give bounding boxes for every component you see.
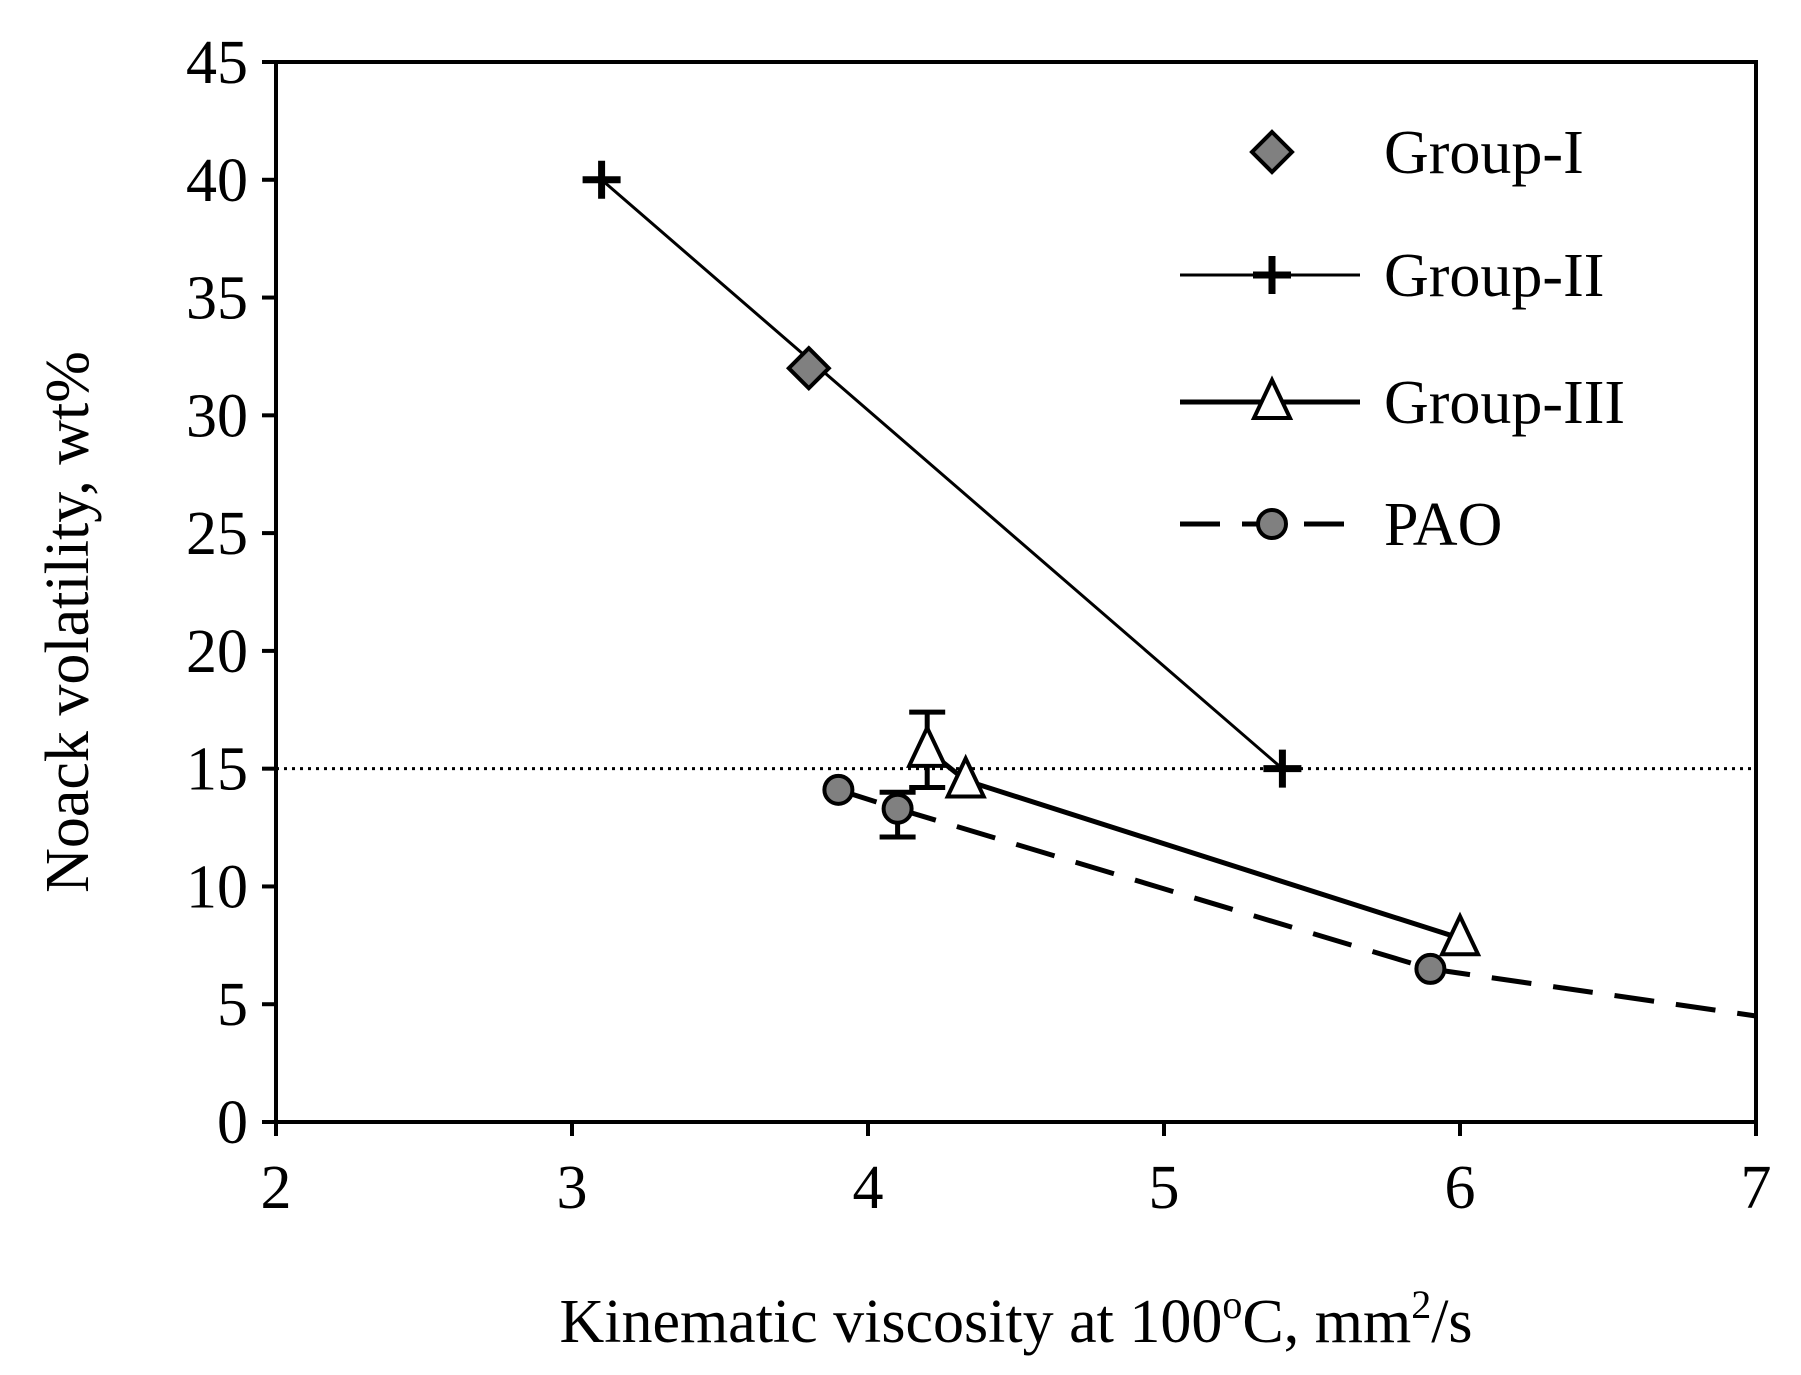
- series-line-group-iii: [925, 747, 1461, 941]
- legend-marker: [1250, 375, 1294, 420]
- legend-entry-group-i: Group-I: [1249, 119, 1584, 187]
- y-tick-label: 25: [186, 500, 248, 568]
- y-tick-label: 20: [186, 618, 248, 686]
- legend-entry-pao: PAO: [1180, 491, 1502, 559]
- point-pao-2: [1414, 952, 1447, 985]
- y-tick-label: 0: [217, 1089, 248, 1157]
- series-extension-pao: [1430, 966, 1757, 1019]
- point-group-ii-1: [1263, 749, 1302, 788]
- point-pao-0: [822, 773, 855, 806]
- x-tick-label: 6: [1445, 1154, 1476, 1222]
- legend-entry-group-ii: Group-II: [1180, 242, 1604, 310]
- y-tick-label: 45: [186, 29, 248, 97]
- legend-marker: [1249, 129, 1295, 175]
- point-group-i-0: [785, 345, 832, 392]
- x-tick-label: 7: [1741, 1154, 1772, 1222]
- x-tick-label: 3: [557, 1154, 588, 1222]
- series-line-pao: [837, 787, 1432, 972]
- y-tick-label: 35: [186, 265, 248, 333]
- point-group-iii-2: [1438, 911, 1482, 957]
- x-tick-label: 4: [853, 1154, 884, 1222]
- y-tick-label: 10: [186, 853, 248, 921]
- y-tick-label: 15: [186, 736, 248, 804]
- point-group-iii-0: [906, 723, 949, 768]
- y-tick-label: 40: [186, 147, 248, 215]
- plot-area: [276, 160, 1757, 1019]
- plot-frame: [274, 60, 1758, 1124]
- legend: Group-I Group-II Group-III PAO: [1180, 119, 1625, 559]
- legend-label: Group-II: [1384, 242, 1604, 310]
- legend-label: Group-III: [1384, 369, 1625, 437]
- point-group-ii-0: [582, 160, 621, 199]
- x-axis-title: Kinematic viscosity at 100oC, mm2/s: [559, 1282, 1472, 1356]
- y-tick-label: 30: [186, 382, 248, 450]
- series-line-group-ii: [600, 178, 1284, 770]
- legend-marker: [1253, 256, 1291, 294]
- legend-entry-group-iii: Group-III: [1180, 369, 1625, 437]
- legend-marker: [1256, 508, 1288, 540]
- legend-label: PAO: [1384, 491, 1502, 559]
- legend-label: Group-I: [1384, 119, 1584, 187]
- point-pao-1: [881, 792, 914, 825]
- x-tick-label: 5: [1149, 1154, 1180, 1222]
- x-tick-label: 2: [261, 1154, 292, 1222]
- y-tick-label: 5: [217, 971, 248, 1039]
- y-axis-title: Noack volatility, wt%: [34, 351, 102, 893]
- point-group-iii-1: [944, 753, 987, 799]
